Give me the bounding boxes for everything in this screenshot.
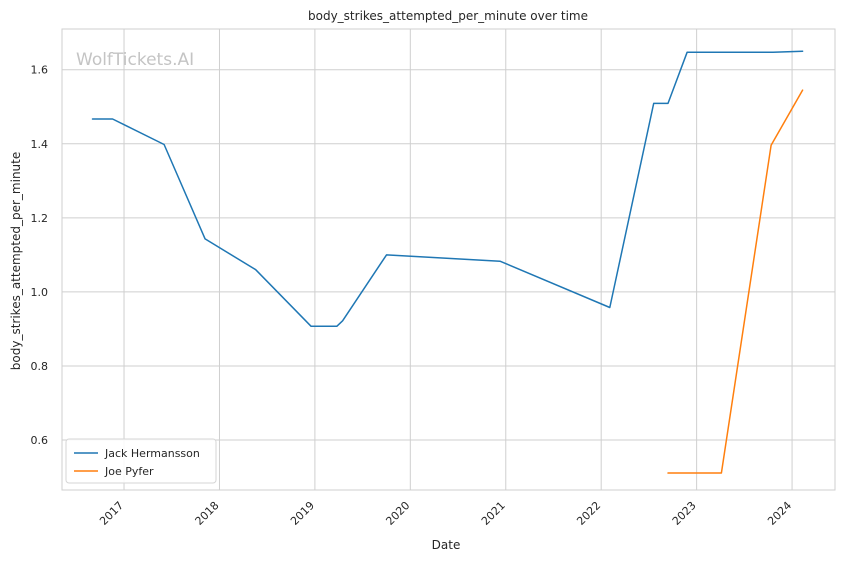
plot-background [62, 29, 835, 490]
series-layer [91, 50, 804, 474]
x-axis-label: Date [432, 538, 461, 552]
legend-items: Jack Hermansson Joe Pyfer [74, 447, 200, 478]
y-tick-label: 1.6 [31, 64, 49, 77]
y-axis-label: body_strikes_attempted_per_minute [9, 152, 23, 370]
y-tick-label: 1.4 [31, 138, 49, 151]
legend-label: Jack Hermansson [104, 447, 200, 460]
series-line [91, 50, 804, 328]
y-tick-label: 0.6 [31, 434, 49, 447]
legend-box [65, 438, 217, 484]
watermark-text: WolfTickets.AI [76, 50, 194, 70]
y-axis-ticks: 0.6 0.8 1.0 1.2 1.4 1.6 [31, 64, 49, 447]
legend: Jack Hermansson Joe Pyfer [65, 438, 217, 484]
y-tick-label: 0.8 [31, 360, 49, 373]
y-tick-label: 1.0 [31, 286, 49, 299]
legend-label: Joe Pyfer [104, 465, 154, 478]
series-line [667, 89, 804, 474]
plot-frame [61, 28, 836, 491]
x-gridlines [123, 29, 793, 490]
plot-area: WolfTickets.AI [61, 28, 836, 491]
y-tick-label: 1.2 [31, 212, 49, 225]
chart-title: body_strikes_attempted_per_minute over t… [308, 9, 588, 23]
